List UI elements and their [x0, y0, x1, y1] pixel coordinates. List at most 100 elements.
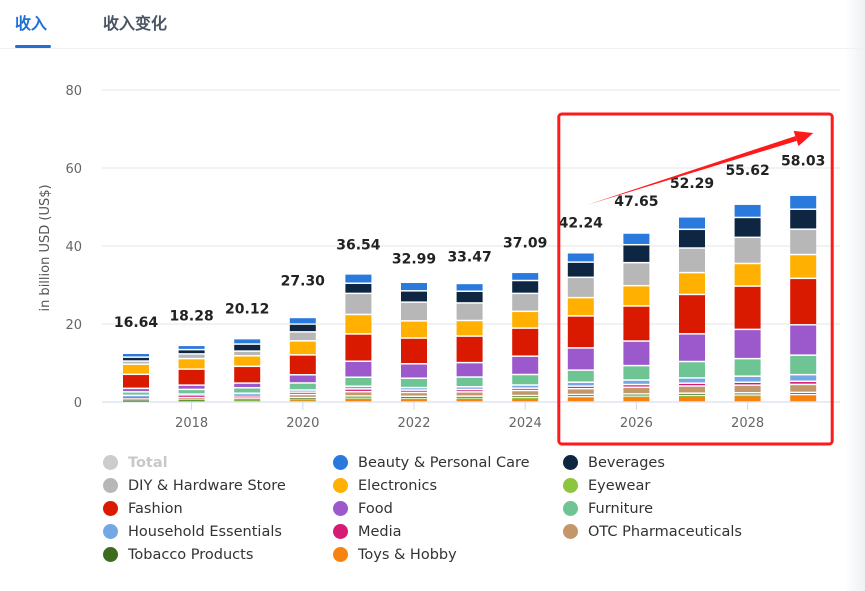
bar-segment-food[interactable]	[623, 341, 650, 365]
bar-segment-furniture[interactable]	[790, 355, 817, 374]
bar-segment-electronics[interactable]	[734, 264, 761, 286]
bar-segment-electronics[interactable]	[178, 359, 205, 369]
bar-segment-beauty-personal-care[interactable]	[289, 318, 316, 324]
bar-segment-beauty-personal-care[interactable]	[512, 273, 539, 280]
bar-segment-tobacco-products[interactable]	[623, 394, 650, 396]
bar-segment-tobacco-products[interactable]	[456, 396, 483, 398]
bar-segment-food[interactable]	[178, 385, 205, 389]
bar-segment-food[interactable]	[234, 383, 261, 388]
bar-segment-media[interactable]	[401, 390, 427, 392]
bar-segment-furniture[interactable]	[345, 377, 372, 386]
legend-item-fashion[interactable]: Fashion	[103, 499, 333, 518]
bar-segment-beauty-personal-care[interactable]	[734, 204, 761, 217]
bar-segment-household-essentials[interactable]	[456, 387, 483, 389]
bar-segment-media[interactable]	[345, 389, 372, 391]
bar-segment-toys-hobby[interactable]	[289, 399, 316, 402]
bar-segment-beverages[interactable]	[289, 324, 316, 332]
bar-segment-furniture[interactable]	[178, 390, 205, 394]
tab-revenue[interactable]: 收入	[15, 14, 48, 33]
bar-segment-tobacco-products[interactable]	[512, 396, 539, 398]
bar-segment-food[interactable]	[289, 375, 316, 383]
bar-segment-beauty-personal-care[interactable]	[345, 274, 372, 283]
bar-segment-electronics[interactable]	[401, 321, 427, 338]
bar-segment-furniture[interactable]	[401, 378, 427, 387]
bar-segment-tobacco-products[interactable]	[567, 395, 594, 397]
bar-segment-beauty-personal-care[interactable]	[234, 339, 261, 344]
bar-segment-household-essentials[interactable]	[345, 386, 372, 389]
bar-segment-eyewear[interactable]	[790, 395, 817, 396]
bar-segment-otc-pharmaceuticals[interactable]	[679, 386, 705, 393]
legend-item-toys-hobby[interactable]: Toys & Hobby	[333, 545, 563, 564]
bar-segment-electronics[interactable]	[512, 312, 539, 328]
bar-segment-tobacco-products[interactable]	[123, 400, 149, 402]
bar-segment-diy-hardware-store[interactable]	[679, 248, 705, 272]
bar-segment-toys-hobby[interactable]	[623, 397, 650, 402]
bar-segment-media[interactable]	[456, 390, 483, 392]
bar-segment-beverages[interactable]	[734, 218, 761, 237]
bar-segment-toys-hobby[interactable]	[401, 399, 427, 402]
bar-segment-diy-hardware-store[interactable]	[790, 229, 817, 254]
bar-segment-tobacco-products[interactable]	[401, 397, 427, 398]
bar-segment-beauty-personal-care[interactable]	[567, 253, 594, 262]
bar-segment-fashion[interactable]	[289, 355, 316, 375]
bar-segment-beauty-personal-care[interactable]	[178, 346, 205, 349]
bar-segment-food[interactable]	[456, 363, 483, 377]
legend-item-eyewear[interactable]: Eyewear	[563, 476, 793, 495]
bar-segment-furniture[interactable]	[456, 377, 483, 387]
bar-segment-beverages[interactable]	[456, 291, 483, 303]
bar-segment-media[interactable]	[734, 382, 761, 385]
bar-segment-food[interactable]	[734, 330, 761, 358]
bar-segment-beauty-personal-care[interactable]	[456, 284, 483, 291]
bar-segment-media[interactable]	[234, 395, 261, 397]
bar-segment-electronics[interactable]	[790, 255, 817, 278]
bar-segment-diy-hardware-store[interactable]	[345, 294, 372, 314]
bar-segment-tobacco-products[interactable]	[289, 398, 316, 400]
bar-segment-toys-hobby[interactable]	[679, 396, 705, 402]
bar-segment-eyewear[interactable]	[456, 398, 483, 400]
bar-segment-media[interactable]	[178, 396, 205, 397]
bar-segment-household-essentials[interactable]	[623, 380, 650, 384]
bar-segment-eyewear[interactable]	[123, 400, 149, 402]
bar-segment-eyewear[interactable]	[512, 398, 539, 399]
bar-segment-household-essentials[interactable]	[734, 376, 761, 382]
bar-segment-household-essentials[interactable]	[679, 378, 705, 383]
bar-segment-fashion[interactable]	[401, 338, 427, 364]
bar-segment-beauty-personal-care[interactable]	[790, 195, 817, 209]
bar-segment-toys-hobby[interactable]	[790, 395, 817, 402]
bar-segment-beauty-personal-care[interactable]	[123, 354, 149, 357]
bar-segment-furniture[interactable]	[734, 359, 761, 376]
bar-segment-diy-hardware-store[interactable]	[456, 303, 483, 320]
bar-segment-otc-pharmaceuticals[interactable]	[790, 385, 817, 392]
bar-segment-tobacco-products[interactable]	[345, 396, 372, 398]
bar-segment-otc-pharmaceuticals[interactable]	[567, 389, 594, 394]
bar-segment-media[interactable]	[623, 385, 650, 387]
bar-segment-beverages[interactable]	[401, 291, 427, 302]
legend-item-total[interactable]: Total	[103, 453, 333, 472]
bar-segment-diy-hardware-store[interactable]	[512, 294, 539, 311]
bar-segment-electronics[interactable]	[623, 286, 650, 306]
bar-segment-otc-pharmaceuticals[interactable]	[401, 393, 427, 396]
bar-segment-media[interactable]	[512, 388, 539, 390]
legend-item-beauty-personal-care[interactable]: Beauty & Personal Care	[333, 453, 563, 472]
bar-segment-diy-hardware-store[interactable]	[123, 361, 149, 364]
bar-segment-media[interactable]	[790, 382, 817, 384]
bar-segment-toys-hobby[interactable]	[456, 398, 483, 402]
bar-segment-household-essentials[interactable]	[567, 382, 594, 386]
bar-segment-tobacco-products[interactable]	[679, 393, 705, 395]
bar-segment-furniture[interactable]	[289, 383, 316, 390]
bar-segment-toys-hobby[interactable]	[512, 398, 539, 402]
bar-segment-electronics[interactable]	[456, 321, 483, 336]
bar-segment-diy-hardware-store[interactable]	[234, 351, 261, 356]
legend-item-tobacco-products[interactable]: Tobacco Products	[103, 545, 333, 564]
bar-segment-fashion[interactable]	[623, 306, 650, 341]
bar-segment-media[interactable]	[679, 383, 705, 386]
bar-segment-food[interactable]	[679, 334, 705, 361]
tab-revenue-change[interactable]: 收入变化	[103, 14, 168, 33]
bar-segment-otc-pharmaceuticals[interactable]	[178, 397, 205, 399]
bar-segment-beverages[interactable]	[234, 344, 261, 351]
bar-segment-otc-pharmaceuticals[interactable]	[234, 397, 261, 399]
bar-segment-fashion[interactable]	[512, 328, 539, 356]
bar-segment-otc-pharmaceuticals[interactable]	[623, 388, 650, 394]
bar-segment-food[interactable]	[345, 361, 372, 377]
bar-segment-electronics[interactable]	[345, 315, 372, 334]
